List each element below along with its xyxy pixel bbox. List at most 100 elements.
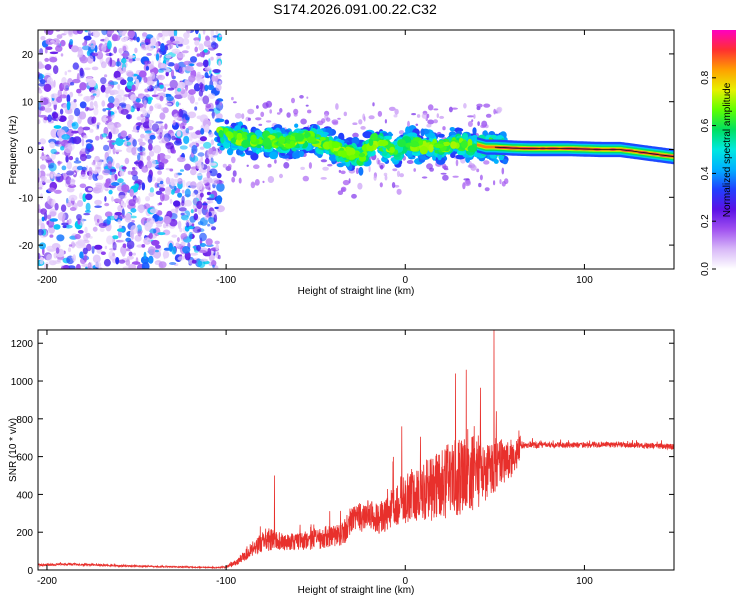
halo-speckle bbox=[426, 113, 430, 119]
noise-speckle bbox=[96, 248, 103, 254]
noise-speckle bbox=[146, 155, 151, 162]
noise-speckle bbox=[124, 139, 127, 147]
noise-speckle bbox=[39, 48, 44, 55]
noise-speckle bbox=[196, 244, 201, 252]
halo-speckle bbox=[343, 111, 347, 117]
halo-speckle bbox=[480, 124, 486, 129]
noise-speckle bbox=[71, 256, 75, 259]
noise-speckle bbox=[205, 211, 210, 218]
noise-speckle bbox=[83, 35, 92, 41]
noise-speckle bbox=[121, 58, 127, 64]
noise-speckle bbox=[97, 174, 104, 180]
signal-blob bbox=[418, 140, 423, 146]
noise-speckle bbox=[161, 107, 165, 111]
noise-speckle bbox=[69, 207, 77, 211]
noise-speckle bbox=[178, 207, 187, 212]
signal-blob bbox=[372, 132, 378, 140]
noise-speckle bbox=[149, 105, 154, 112]
noise-speckle bbox=[83, 95, 92, 102]
noise-speckle bbox=[145, 196, 151, 202]
noise-speckle bbox=[66, 197, 69, 205]
noise-speckle bbox=[46, 220, 50, 225]
noise-speckle bbox=[161, 30, 171, 37]
noise-speckle bbox=[216, 205, 225, 213]
noise-speckle bbox=[189, 181, 197, 189]
halo-speckle bbox=[433, 108, 439, 111]
halo-speckle bbox=[398, 130, 405, 135]
noise-speckle bbox=[199, 51, 206, 58]
noise-speckle bbox=[40, 176, 47, 181]
noise-speckle bbox=[66, 170, 74, 176]
noise-speckle bbox=[180, 241, 186, 246]
noise-speckle bbox=[210, 139, 215, 146]
noise-speckle bbox=[100, 77, 107, 85]
noise-speckle bbox=[86, 143, 92, 150]
halo-speckle bbox=[331, 119, 339, 125]
noise-speckle bbox=[200, 192, 204, 198]
noise-speckle bbox=[184, 83, 189, 92]
noise-speckle bbox=[39, 79, 46, 84]
noise-speckle bbox=[177, 88, 182, 92]
noise-speckle bbox=[85, 76, 94, 84]
noise-speckle bbox=[146, 43, 154, 52]
noise-speckle bbox=[89, 105, 95, 109]
snr-ytick-label: 200 bbox=[16, 528, 33, 539]
noise-speckle bbox=[188, 75, 196, 83]
signal-blob bbox=[262, 137, 271, 147]
noise-speckle bbox=[207, 84, 215, 91]
noise-speckle bbox=[208, 211, 212, 217]
noise-speckle bbox=[87, 187, 93, 191]
noise-speckle bbox=[64, 144, 73, 154]
halo-speckle bbox=[421, 113, 429, 119]
signal-blob bbox=[368, 138, 374, 146]
noise-speckle bbox=[69, 91, 74, 98]
noise-speckle bbox=[52, 112, 59, 119]
noise-speckle bbox=[38, 119, 41, 125]
noise-speckle bbox=[200, 258, 209, 262]
halo-speckle bbox=[448, 106, 453, 113]
noise-speckle bbox=[67, 69, 72, 73]
noise-speckle bbox=[107, 40, 112, 50]
noise-speckle bbox=[117, 228, 125, 232]
noise-speckle bbox=[50, 40, 55, 43]
snr-frame bbox=[37, 329, 675, 571]
halo-speckle bbox=[352, 122, 358, 125]
noise-speckle bbox=[41, 216, 45, 222]
noise-speckle bbox=[208, 93, 216, 99]
halo-speckle bbox=[391, 182, 396, 189]
signal-blob bbox=[331, 141, 341, 149]
noise-speckle bbox=[165, 59, 170, 66]
noise-speckle bbox=[174, 94, 183, 100]
spectrogram-xtick-label: -200 bbox=[37, 275, 57, 286]
noise-speckle bbox=[49, 51, 59, 55]
signal-blob bbox=[442, 141, 451, 147]
noise-speckle bbox=[188, 89, 196, 95]
signal-blob bbox=[328, 140, 333, 149]
noise-speckle bbox=[193, 83, 201, 92]
noise-speckle bbox=[169, 262, 177, 265]
colorbar-tick-label: 0.4 bbox=[700, 166, 711, 180]
signal-blob bbox=[428, 144, 434, 153]
noise-speckle bbox=[150, 37, 157, 46]
noise-speckle bbox=[205, 35, 210, 41]
noise-speckle bbox=[89, 128, 94, 133]
noise-speckle bbox=[104, 211, 113, 218]
noise-speckle bbox=[92, 30, 101, 38]
noise-speckle bbox=[51, 81, 54, 87]
noise-speckle bbox=[183, 32, 190, 39]
noise-speckle bbox=[206, 191, 212, 196]
halo-speckle bbox=[471, 119, 474, 122]
noise-speckle bbox=[148, 232, 153, 239]
signal-blob bbox=[457, 150, 466, 156]
noise-speckle bbox=[84, 67, 91, 71]
noise-speckle bbox=[187, 111, 197, 119]
noise-speckle bbox=[196, 77, 203, 81]
noise-speckle bbox=[126, 71, 134, 78]
noise-speckle bbox=[215, 53, 223, 56]
noise-speckle bbox=[216, 113, 223, 120]
noise-speckle bbox=[49, 218, 58, 222]
halo-speckle bbox=[483, 160, 490, 165]
noise-speckle bbox=[218, 80, 222, 84]
noise-speckle bbox=[67, 119, 74, 128]
noise-speckle bbox=[121, 104, 126, 109]
